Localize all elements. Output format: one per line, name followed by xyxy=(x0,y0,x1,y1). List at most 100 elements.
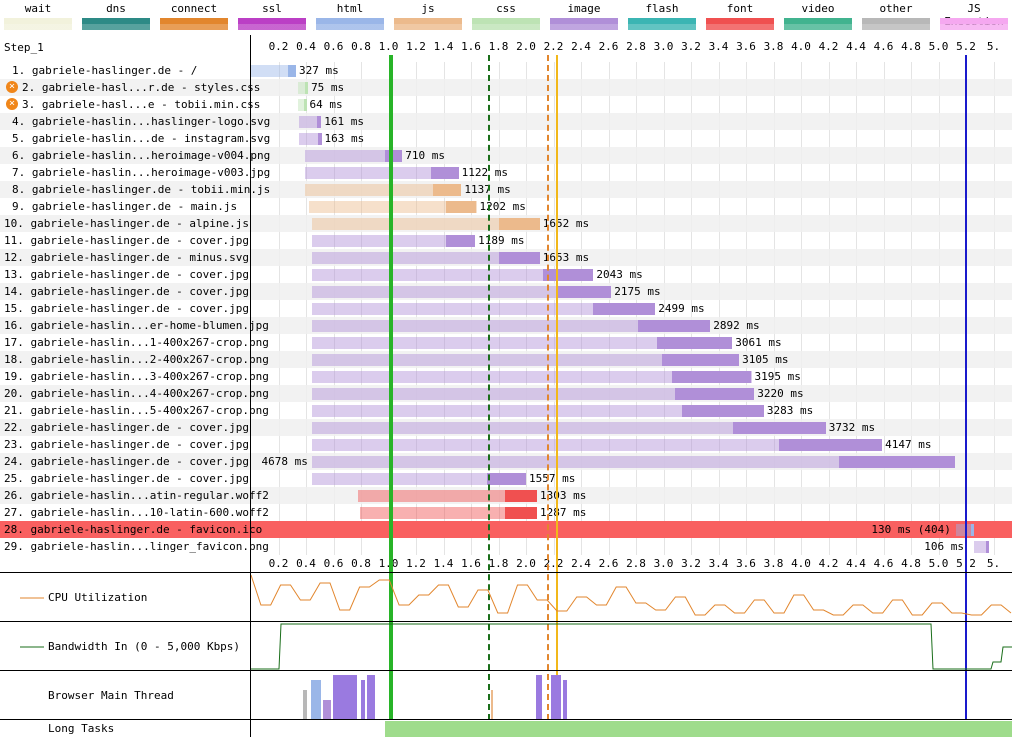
dom-interactive-line xyxy=(487,55,490,720)
grid-line xyxy=(746,62,747,555)
legend-swatch xyxy=(628,18,696,30)
request-row[interactable]: 21. gabriele-haslin...5-400x267-crop.png… xyxy=(0,402,1012,419)
tick-label: 2.4 xyxy=(571,557,591,570)
request-download-bar xyxy=(971,524,975,536)
grid-line xyxy=(443,62,445,555)
grid-line xyxy=(581,62,582,555)
request-wait-bar xyxy=(304,150,403,162)
request-row[interactable]: 9. gabriele-haslinger.de - main.js 1202 m… xyxy=(0,198,1012,215)
waterfall-chart: Step_1 0.2 0.4 0.6 0.8 1.0 1.2 1.4 1.6 1.8 2.0 2.2… xyxy=(0,35,1012,737)
request-label: 7. gabriele-haslin...heroimage-v003.jpg xyxy=(12,166,271,179)
request-time-label: 2892 ms xyxy=(713,319,760,332)
legend-item-flash: flash xyxy=(626,0,698,34)
request-label: 26. gabriele-haslin...atin-regular.woff2 xyxy=(4,489,269,502)
request-row[interactable]: 8. gabriele-haslinger.de - tobii.min.js 1… xyxy=(0,181,1012,198)
request-download-bar xyxy=(487,473,526,485)
tick-label: 3.0 xyxy=(653,557,674,570)
tick-label: 2.6 xyxy=(598,557,619,570)
request-label: 12. gabriele-haslinger.de - minus.svg xyxy=(4,251,250,264)
request-row[interactable]: × 3. gabriele-hasl...e - tobii.min.css 64 … xyxy=(0,96,1012,113)
tick-label: 3.8 xyxy=(763,40,784,53)
request-row[interactable]: 16. gabriele-haslin...er-home-blumen.jpg… xyxy=(0,317,1012,334)
grid-line xyxy=(801,62,802,555)
request-row[interactable]: 18. gabriele-haslin...2-400x267-crop.png… xyxy=(0,351,1012,368)
request-row[interactable]: 29. gabriele-haslin...linger_favicon.png… xyxy=(0,538,1012,555)
request-label: 9. gabriele-haslinger.de - main.js xyxy=(12,200,238,213)
request-label: 15. gabriele-haslinger.de - cover.jpg xyxy=(4,302,250,315)
request-time-label: 3732 ms xyxy=(828,421,876,434)
tick-label: 3.4 xyxy=(708,557,729,570)
legend-label: flash xyxy=(645,2,679,15)
request-time-label: 106 ms xyxy=(924,540,964,553)
request-label: 5. gabriele-haslin...de - instagram.svg xyxy=(12,132,271,145)
legend-swatch xyxy=(550,18,618,30)
request-row[interactable]: 1. gabriele-haslinger.de - / 327 ms xyxy=(0,62,1012,79)
request-label: 10. gabriele-haslinger.de - alpine.js xyxy=(4,217,250,230)
grid-line xyxy=(828,62,830,555)
legend-label: connect xyxy=(170,2,218,15)
tick-label: 0.8 xyxy=(351,40,371,53)
request-row[interactable]: 25. gabriele-haslinger.de - cover.jpg 155… xyxy=(0,470,1012,487)
request-time-label: 1652 ms xyxy=(542,217,590,230)
request-row[interactable]: 11. gabriele-haslinger.de - cover.jpg 118… xyxy=(0,232,1012,249)
request-label: 6. gabriele-haslin...heroimage-v004.png xyxy=(12,149,271,162)
request-row[interactable]: 20. gabriele-haslin...4-400x267-crop.png… xyxy=(0,385,1012,402)
request-wait-bar xyxy=(311,354,740,366)
request-download-bar xyxy=(638,320,711,332)
request-row[interactable]: 22. gabriele-haslinger.de - cover.jpg 373… xyxy=(0,419,1012,436)
request-row[interactable]: × 2. gabriele-hasl...r.de - styles.css 75 … xyxy=(0,79,1012,96)
request-row[interactable]: 27. gabriele-haslin...10-latin-600.woff2… xyxy=(0,504,1012,521)
main-thread-activity xyxy=(311,680,321,720)
request-download-bar xyxy=(433,184,462,196)
request-download-bar xyxy=(505,507,537,519)
legend-swatch xyxy=(238,18,306,30)
request-row[interactable]: 28. gabriele-haslinger.de - favicon.ico 1… xyxy=(0,521,1012,538)
request-download-bar xyxy=(779,439,883,451)
request-row[interactable]: 19. gabriele-haslin...3-400x267-crop.png… xyxy=(0,368,1012,385)
request-label: 25. gabriele-haslinger.de - cover.jpg xyxy=(4,472,250,485)
request-wait-bar xyxy=(297,82,309,94)
request-row[interactable]: 6. gabriele-haslin...heroimage-v004.png 7… xyxy=(0,147,1012,164)
request-label: 2. gabriele-hasl...r.de - styles.css xyxy=(22,81,261,94)
legend-label: html xyxy=(336,2,364,15)
request-row[interactable]: 4. gabriele-haslin...haslinger-logo.svg 1… xyxy=(0,113,1012,130)
tick-label: 4.4 xyxy=(846,557,866,570)
request-row[interactable]: 12. gabriele-haslinger.de - minus.svg 165… xyxy=(0,249,1012,266)
request-row[interactable]: 10. gabriele-haslinger.de - alpine.js 165… xyxy=(0,215,1012,232)
request-download-bar xyxy=(674,388,755,400)
request-time-label: 1189 ms xyxy=(478,234,525,247)
request-time-label: 163 ms xyxy=(324,132,365,145)
request-row[interactable]: 17. gabriele-haslin...1-400x267-crop.png… xyxy=(0,334,1012,351)
request-row[interactable]: 14. gabriele-haslinger.de - cover.jpg 217… xyxy=(0,283,1012,300)
request-row[interactable]: 26. gabriele-haslin...atin-regular.woff2… xyxy=(0,487,1012,504)
grid-line xyxy=(526,62,527,555)
request-time-label: 3283 ms xyxy=(766,404,814,417)
request-wait-bar xyxy=(304,167,459,179)
request-time-label: 1287 ms xyxy=(540,506,587,519)
legend-item-image: image xyxy=(548,0,620,34)
tick-label: 4.8 xyxy=(901,557,921,570)
dom-content-loaded-line xyxy=(546,55,549,720)
main-thread-activity xyxy=(303,690,307,720)
request-label: 21. gabriele-haslin...5-400x267-crop.png xyxy=(4,404,269,417)
request-time-label: 161 ms xyxy=(324,115,364,128)
grid-line xyxy=(856,62,857,555)
request-download-bar xyxy=(504,490,537,502)
grid-line xyxy=(333,62,335,555)
request-row[interactable]: 7. gabriele-haslin...heroimage-v003.jpg 1… xyxy=(0,164,1012,181)
request-row[interactable]: 13. gabriele-haslinger.de - cover.jpg 204… xyxy=(0,266,1012,283)
request-row[interactable]: 23. gabriele-haslinger.de - cover.jpg 414… xyxy=(0,436,1012,453)
legend-item-html: html xyxy=(314,0,386,34)
request-row[interactable]: 15. gabriele-haslinger.de - cover.jpg 249… xyxy=(0,300,1012,317)
legend-label: js xyxy=(421,2,435,15)
tick-label: 5. xyxy=(986,557,1001,570)
tick-label: 1.8 xyxy=(488,557,509,570)
legend-item-font: font xyxy=(704,0,776,34)
request-label: 22. gabriele-haslinger.de - cover.jpg xyxy=(4,421,250,434)
request-time-label: 1653 ms xyxy=(542,251,590,264)
tick-label: 4.4 xyxy=(846,40,866,53)
tick-label: 4.8 xyxy=(901,40,921,53)
request-row[interactable]: 5. gabriele-haslin...de - instagram.svg 1… xyxy=(0,130,1012,147)
legend-item-wait: wait xyxy=(2,0,74,34)
request-row[interactable]: 24. gabriele-haslinger.de - cover.jpg 467… xyxy=(0,453,1012,470)
